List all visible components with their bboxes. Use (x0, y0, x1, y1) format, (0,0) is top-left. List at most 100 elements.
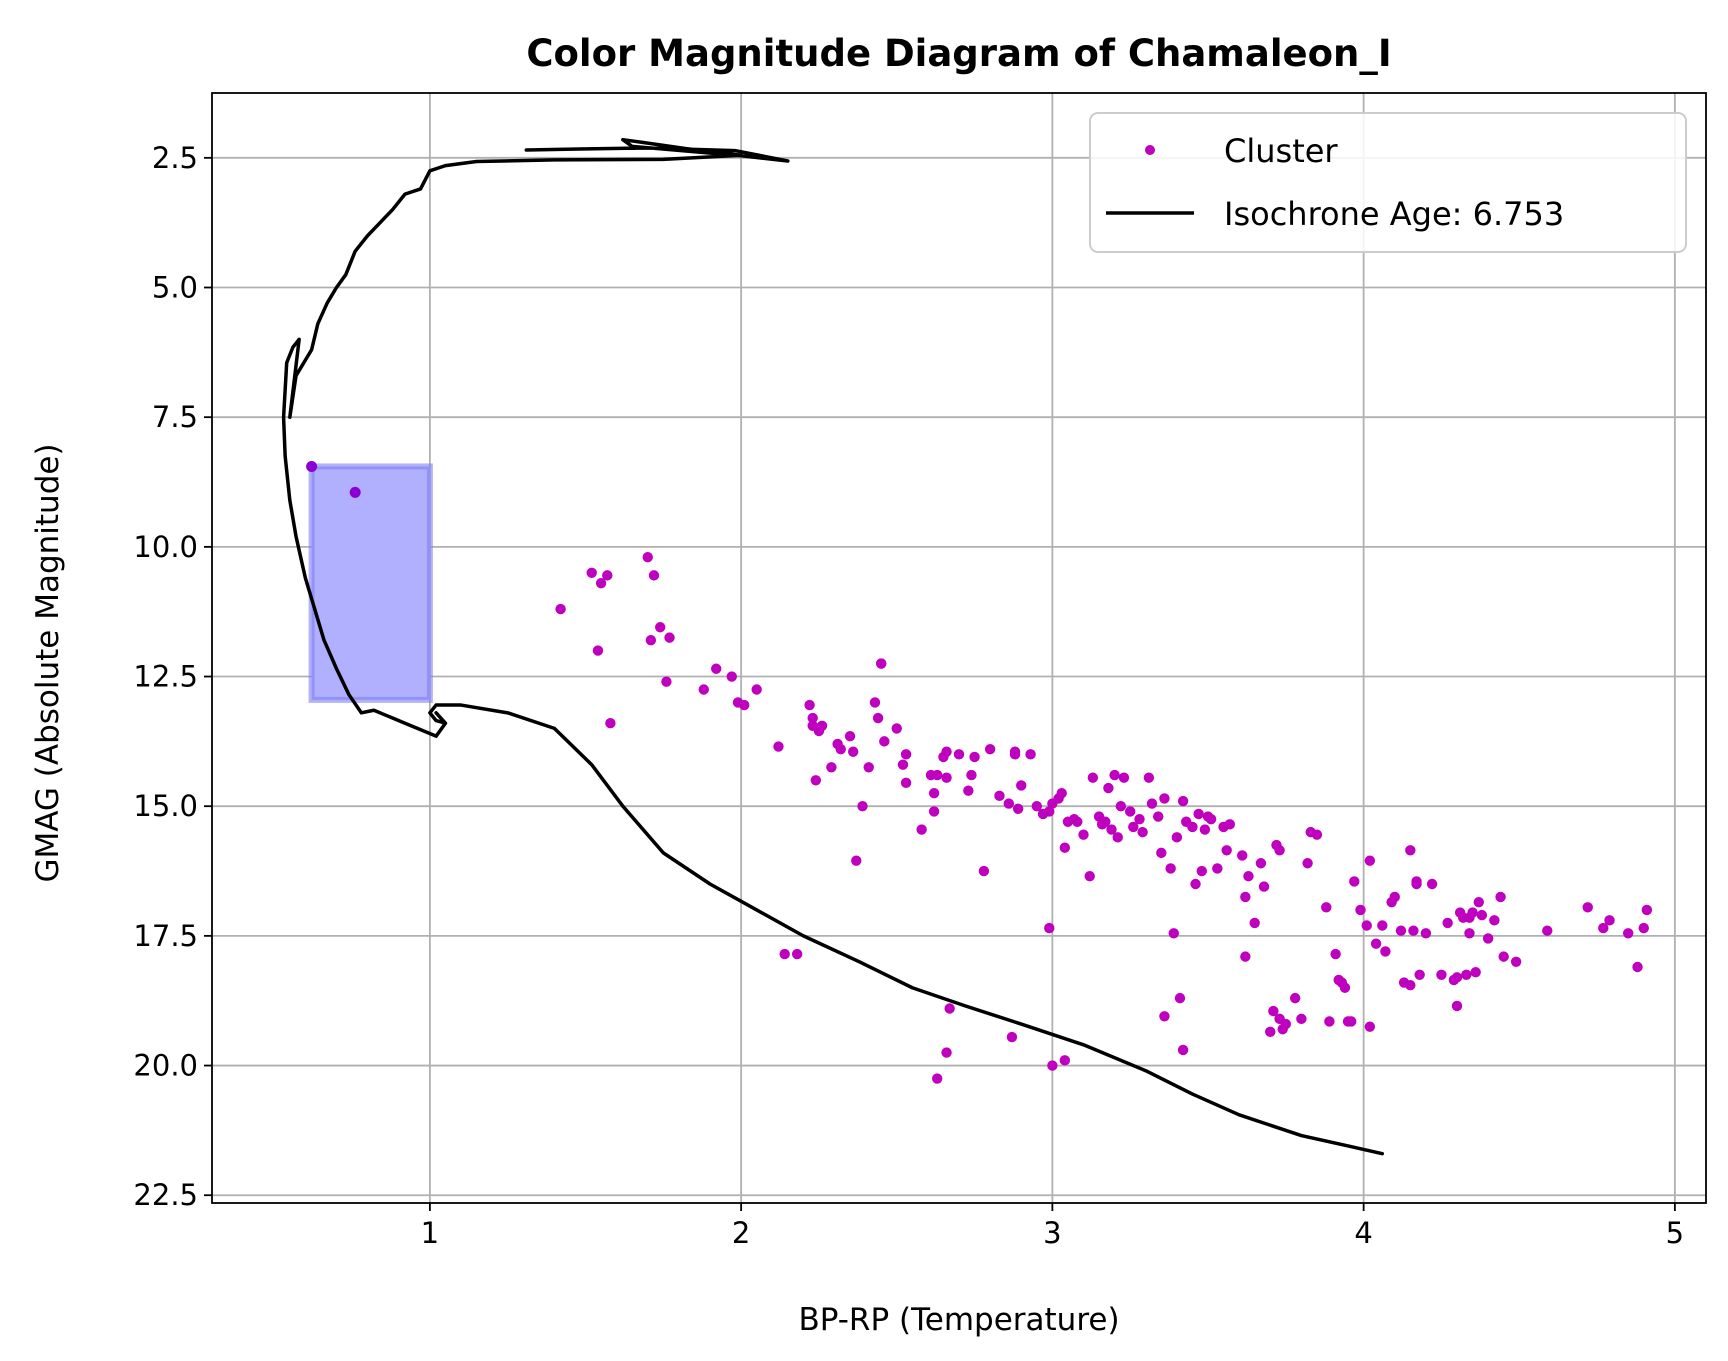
chart-title: Color Magnitude Diagram of Chamaleon_I (526, 32, 1391, 75)
cluster-point (1255, 858, 1267, 869)
cluster-point (869, 697, 881, 708)
cluster-point (1056, 788, 1067, 799)
x-tick-label: 2 (732, 1216, 750, 1250)
cluster-point (1205, 813, 1217, 825)
cluster-point (944, 1003, 955, 1014)
cluster-point (1436, 969, 1447, 980)
legend-box (1089, 112, 1687, 253)
y-tick-label: 20.0 (133, 1049, 198, 1083)
cluster-point (928, 806, 940, 817)
cluster-point (1464, 928, 1475, 939)
cluster-point (602, 570, 613, 581)
x-tick-label: 1 (421, 1216, 439, 1250)
cluster-point (810, 775, 822, 786)
x-tick-label: 3 (1043, 1216, 1061, 1250)
cluster-point (994, 790, 1005, 802)
cluster-point (1411, 878, 1422, 890)
cluster-point (1171, 832, 1183, 843)
cluster-point (1489, 915, 1500, 926)
cluster-point (1268, 1005, 1279, 1017)
cluster-point (1134, 813, 1145, 825)
cluster-point (1632, 961, 1643, 973)
cluster-point (711, 663, 722, 674)
cluster-point (1199, 824, 1211, 835)
cluster-point (1115, 801, 1127, 812)
cluster-point (1103, 782, 1114, 794)
cluster-point (916, 824, 927, 835)
cluster-point (1598, 922, 1609, 934)
y-tick-label: 12.5 (133, 660, 198, 694)
y-tick-label: 15.0 (133, 789, 198, 823)
axes-frame (211, 92, 1707, 1204)
cluster-point (1380, 946, 1391, 957)
cluster-point (1047, 1060, 1058, 1071)
cluster-point (1212, 863, 1223, 874)
cluster-point (1498, 951, 1509, 962)
cluster-point (966, 769, 977, 781)
cluster-point (1016, 780, 1027, 791)
cluster-point (595, 577, 607, 589)
cluster-point (1159, 793, 1170, 804)
cluster-point (1156, 847, 1167, 859)
cluster-point (891, 723, 902, 734)
cluster-point (969, 751, 980, 763)
cluster-point (978, 865, 990, 877)
cluster-point (1174, 992, 1186, 1004)
legend-marker-cluster (1145, 145, 1155, 155)
highlight-point (349, 486, 361, 498)
isochrone-line (281, 137, 1385, 1156)
cluster-point (1389, 891, 1400, 903)
cluster-point (1420, 928, 1432, 939)
y-axis-label: GMAG (Absolute Magnitude) (30, 443, 66, 882)
cluster-point (1442, 917, 1453, 929)
legend-label-isochrone: Isochrone Age: 6.753 (1224, 195, 1564, 233)
cluster-point (1031, 801, 1043, 812)
cluster-point (1405, 979, 1416, 991)
cluster-point (1143, 772, 1155, 783)
legend-label-cluster: Cluster (1224, 132, 1338, 170)
cluster-point (1274, 1013, 1285, 1025)
cluster-point (953, 749, 965, 760)
cluster-point (1044, 806, 1055, 817)
ticks: 1 2 3 4 5 2.5 5.0 7.5 10.0 12.5 15.0 17.5 20.0 22.5 (133, 141, 1684, 1250)
cluster-point (1638, 922, 1649, 934)
cluster-point (1190, 878, 1201, 890)
cluster-point (807, 712, 818, 724)
cluster-point (1495, 891, 1506, 903)
cluster-point (826, 762, 837, 773)
cluster-point (1249, 917, 1260, 929)
grid (212, 93, 1706, 1203)
cluster-point (863, 762, 874, 773)
cluster-point (592, 645, 604, 656)
cluster-point (1025, 749, 1036, 760)
cluster-point (555, 603, 566, 615)
cluster-point (791, 948, 803, 960)
cluster-point (1426, 878, 1438, 890)
cluster-point (586, 567, 597, 578)
cluster-point (1224, 819, 1235, 830)
cluster-point (857, 801, 868, 812)
cluster-point (941, 1047, 952, 1058)
cluster-point (1641, 904, 1653, 916)
cluster-point (1177, 1044, 1189, 1056)
y-tick-label: 17.5 (133, 919, 198, 953)
cluster-point (1044, 922, 1055, 934)
cluster-point (1370, 938, 1382, 949)
y-tick-label: 2.5 (152, 141, 198, 175)
cluster-point (984, 743, 996, 755)
cluster-point (642, 552, 653, 563)
cluster-point (1482, 933, 1494, 944)
cluster-point (1311, 829, 1323, 840)
highlight-region (308, 463, 433, 703)
cluster-point (1473, 896, 1484, 908)
x-tick-label: 4 (1354, 1216, 1372, 1250)
legend: Cluster Isochrone Age: 6.753 (1089, 112, 1687, 253)
cluster-point (1405, 845, 1416, 856)
cluster-point (851, 855, 862, 866)
cluster-point (1106, 824, 1117, 835)
y-tick-label: 22.5 (133, 1178, 198, 1212)
cluster-point (1265, 1026, 1276, 1038)
cluster-point (648, 570, 660, 581)
cluster-point (1349, 876, 1360, 887)
cluster-point (1128, 821, 1139, 833)
